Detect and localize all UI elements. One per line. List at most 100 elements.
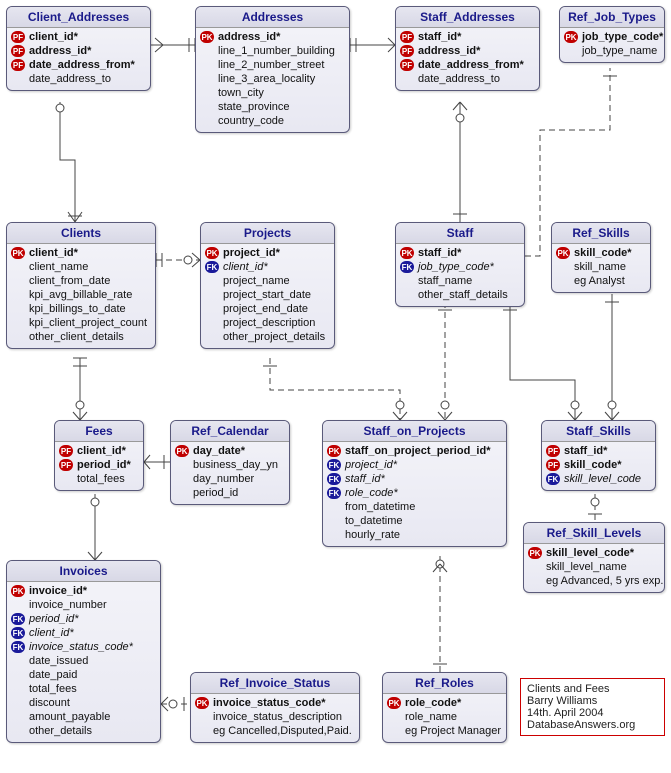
attribute-name: kpi_avg_billable_rate [29,289,132,301]
attribute-row: PFaddress_id* [400,44,535,58]
pk-key-icon: PK [564,31,578,43]
attribute-name: eg Project Manager [405,725,501,737]
attribute-name: invoice_status_description [213,711,342,723]
attribute-name: total_fees [29,683,77,695]
key-spacer [556,261,570,273]
attribute-row: eg Analyst [556,274,646,288]
key-spacer [387,725,401,737]
attribute-name: country_code [218,115,284,127]
fk-key-icon: FK [327,459,341,471]
entity-body: PKstaff_id*FKjob_type_code*staff_nameoth… [396,244,524,306]
attribute-row: PFstaff_id* [400,30,535,44]
attribute-name: date_issued [29,655,88,667]
attribute-row: staff_name [400,274,520,288]
key-spacer [195,725,209,737]
attribute-row: PKaddress_id* [200,30,345,44]
attribute-name: role_name [405,711,457,723]
entity-ref-skill-levels: Ref_Skill_LevelsPKskill_level_code*skill… [523,522,665,593]
attribute-name: staff_id* [564,445,607,457]
fk-key-icon: FK [11,613,25,625]
note-line: 14th. April 2004 [527,707,658,719]
entity-body: PKclient_id*client_nameclient_from_datek… [7,244,155,348]
attribute-name: line_1_number_building [218,45,335,57]
attribute-name: to_datetime [345,515,402,527]
entity-body: PKinvoice_id*invoice_numberFKperiod_id*F… [7,582,160,742]
attribute-name: other_staff_details [418,289,508,301]
attribute-name: address_id* [218,31,280,43]
entity-clients: ClientsPKclient_id*client_nameclient_fro… [6,222,156,349]
attribute-name: eg Analyst [574,275,625,287]
fk-key-icon: FK [327,487,341,499]
entity-body: PKaddress_id*line_1_number_buildingline_… [196,28,349,132]
entity-projects: ProjectsPKproject_id*FKclient_id*project… [200,222,335,349]
attribute-row: date_address_to [11,72,146,86]
entity-fees: FeesPFclient_id*PFperiod_id*total_fees [54,420,144,491]
pk-key-icon: PK [387,697,401,709]
pk-key-icon: PK [175,445,189,457]
key-spacer [11,289,25,301]
pk-key-icon: PK [528,547,542,559]
attribute-name: client_id* [223,261,268,273]
entity-title: Projects [201,223,334,244]
fk-key-icon: FK [11,627,25,639]
key-spacer [200,59,214,71]
attribute-row: amount_payable [11,710,156,724]
entity-addresses: AddressesPKaddress_id*line_1_number_buil… [195,6,350,133]
attribute-row: PKjob_type_code* [564,30,660,44]
pk-key-icon: PK [556,247,570,259]
key-spacer [528,561,542,573]
attribute-name: discount [29,697,70,709]
attribute-row: total_fees [59,472,139,486]
entity-title: Clients [7,223,155,244]
attribute-row: project_end_date [205,302,330,316]
attribute-name: eg Advanced, 5 yrs exp.. [546,575,665,587]
attribute-name: period_id* [29,613,79,625]
attribute-row: FKproject_id* [327,458,502,472]
attribute-name: staff_id* [345,473,385,485]
entity-body: PKproject_id*FKclient_id*project_namepro… [201,244,334,348]
attribute-name: day_date* [193,445,245,457]
key-spacer [400,289,414,301]
attribute-name: other_project_details [223,331,325,343]
attribute-row: skill_level_name [528,560,660,574]
attribute-row: FKinvoice_status_code* [11,640,156,654]
attribute-name: amount_payable [29,711,110,723]
diagram-note: Clients and Fees Barry Williams 14th. Ap… [520,678,665,736]
attribute-row: PKinvoice_id* [11,584,156,598]
key-spacer [200,101,214,113]
key-spacer [564,45,578,57]
attribute-row: other_details [11,724,156,738]
entity-title: Client_Addresses [7,7,150,28]
attribute-name: project_end_date [223,303,308,315]
attribute-name: client_id* [29,247,78,259]
attribute-row: FKstaff_id* [327,472,502,486]
key-spacer [205,289,219,301]
attribute-name: staff_name [418,275,472,287]
attribute-row: PFclient_id* [59,444,139,458]
attribute-name: day_number [193,473,254,485]
entity-body: PK skill_level_code*skill_level_nameeg Ad… [524,544,664,592]
attribute-row: FKjob_type_code* [400,260,520,274]
note-line: Clients and Fees [527,683,658,695]
pk-key-icon: PK [11,585,25,597]
attribute-name: other_details [29,725,92,737]
attribute-row: PK day_date* [175,444,285,458]
attribute-name: skill_level_code* [546,547,634,559]
entity-ref-job-types: Ref_Job_TypesPKjob_type_code*job_type_na… [559,6,665,63]
attribute-name: skill_code* [574,247,631,259]
attribute-row: other_client_details [11,330,151,344]
entity-invoices: InvoicesPKinvoice_id*invoice_numberFKper… [6,560,161,743]
entity-staff: StaffPKstaff_id*FKjob_type_code*staff_na… [395,222,525,307]
attribute-name: address_id* [418,45,480,57]
attribute-row: period_id [175,486,285,500]
attribute-name: other_client_details [29,331,124,343]
attribute-name: client_id* [29,627,74,639]
key-spacer [11,303,25,315]
attribute-row: country_code [200,114,345,128]
attribute-name: total_fees [77,473,125,485]
attribute-name: job_type_code* [418,261,494,273]
pk-key-icon: PK [195,697,209,709]
attribute-row: skill_name [556,260,646,274]
attribute-name: date_address_from* [418,59,524,71]
entity-body: PKstaff_on_project_period_id*FKproject_i… [323,442,506,546]
